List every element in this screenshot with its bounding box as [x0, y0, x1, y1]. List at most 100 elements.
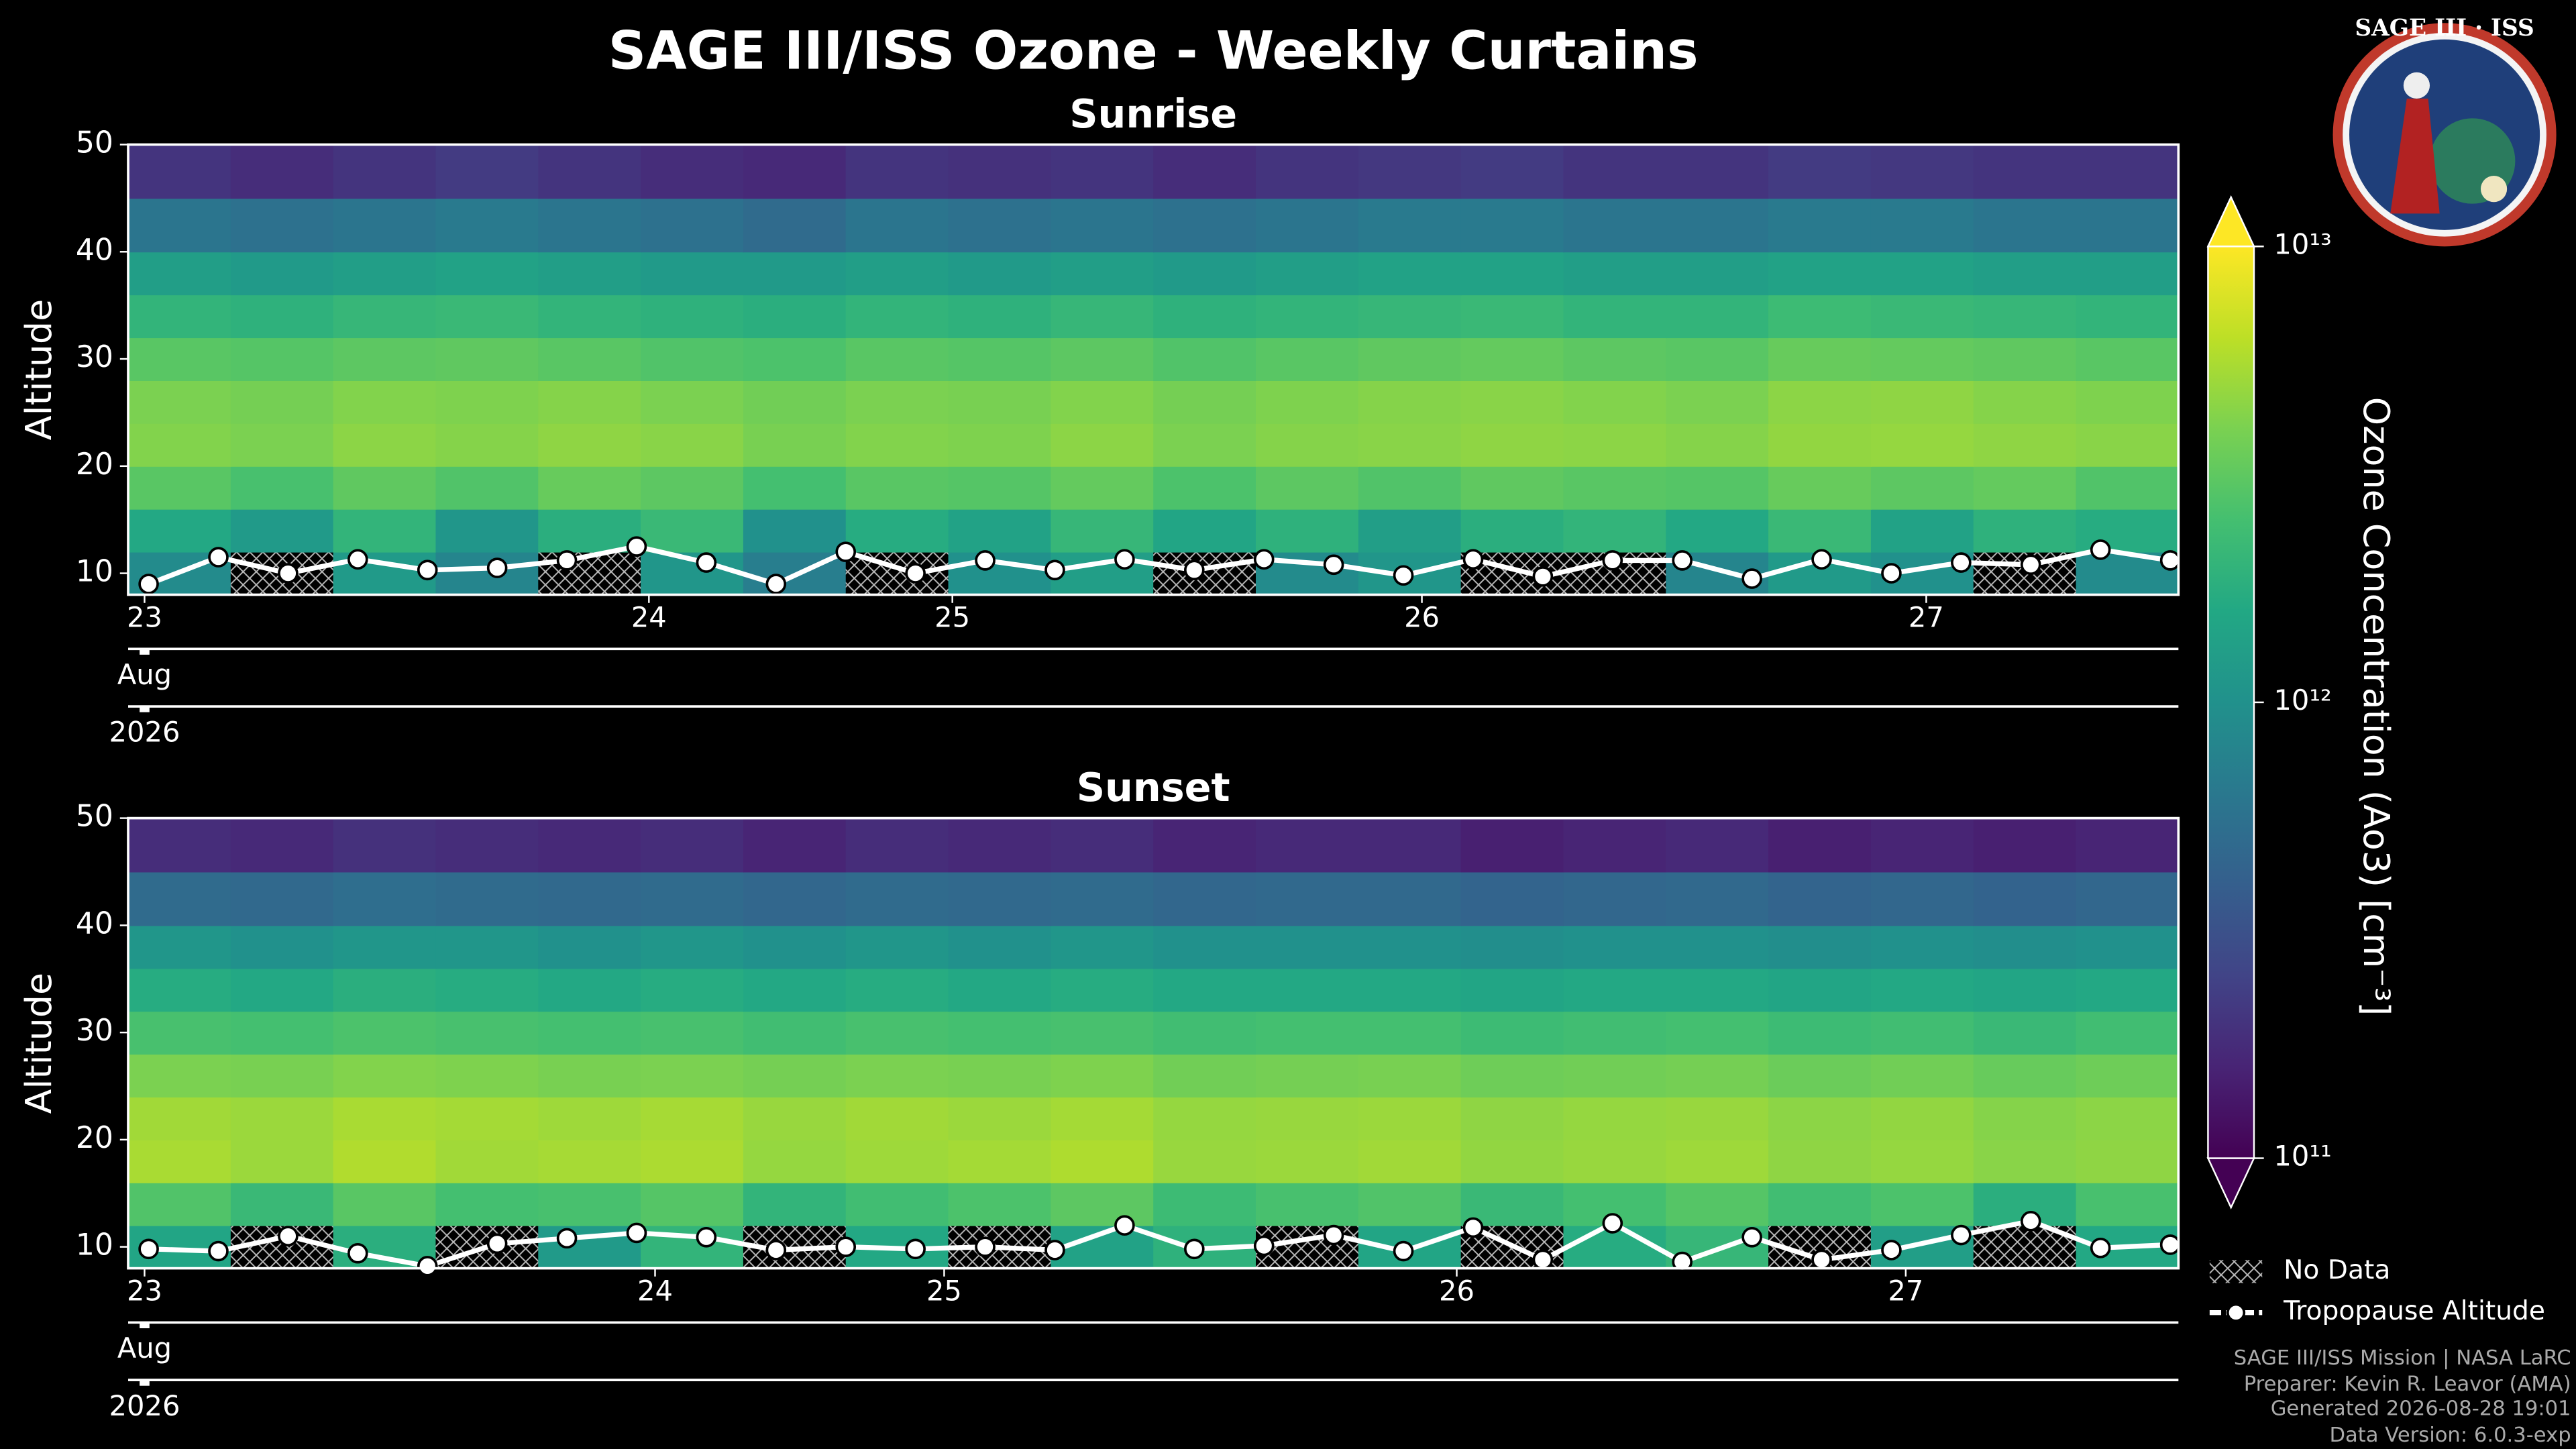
heatmap-cell	[1256, 337, 1359, 381]
heatmap-cell	[333, 294, 437, 339]
legend-swatch	[2226, 1303, 2246, 1322]
heatmap-cell	[948, 198, 1052, 253]
heatmap-cell	[128, 1011, 231, 1055]
heatmap-cell	[435, 252, 539, 296]
heatmap-cell	[1973, 925, 2077, 969]
heatmap-cell	[2076, 294, 2180, 339]
heatmap-cell	[1666, 968, 1770, 1012]
heatmap-cell	[435, 337, 539, 381]
heatmap-cell	[948, 551, 1052, 596]
heatmap-cell	[1358, 466, 1462, 510]
heatmap-cell	[641, 968, 744, 1012]
heatmap-cell	[2076, 1139, 2180, 1183]
heatmap-cell	[2076, 198, 2180, 253]
heatmap-cell	[2076, 925, 2180, 969]
heatmap-cell	[1666, 466, 1770, 510]
heatmap-cell	[743, 968, 847, 1012]
heatmap-cell	[845, 1139, 949, 1183]
heatmap-cell	[641, 380, 744, 424]
tropopause-point	[2159, 550, 2181, 571]
heatmap-cell	[1051, 1096, 1155, 1140]
heatmap-cell	[1973, 508, 2077, 553]
heatmap-cell	[435, 1139, 539, 1183]
heatmap-cell	[230, 337, 334, 381]
heatmap-cell	[1051, 423, 1155, 467]
heatmap-cell	[1563, 925, 1667, 969]
heatmap-cell	[1563, 818, 1667, 873]
tropopause-point	[347, 549, 368, 570]
heatmap-cell	[128, 871, 231, 926]
logo-title: SAGE III · ISS	[2355, 15, 2534, 42]
heatmap-cell	[230, 871, 334, 926]
x-tick-label: 24	[637, 1274, 673, 1307]
heatmap-cell	[1153, 1096, 1256, 1140]
heatmap-cell	[333, 1139, 437, 1183]
heatmap-cell	[1563, 423, 1667, 467]
heatmap-cell	[1563, 144, 1667, 199]
x-tick-label: 26	[1439, 1274, 1474, 1307]
heatmap-cell	[845, 380, 949, 424]
tropopause-point	[1114, 1215, 1135, 1236]
heatmap-cell	[1870, 144, 1974, 199]
heatmap-cell	[1256, 423, 1359, 467]
heatmap-cell	[743, 337, 847, 381]
heatmap-cell	[333, 1096, 437, 1140]
heatmap-cell	[641, 1139, 744, 1183]
tropopause-point	[1323, 554, 1344, 576]
heatmap-cell	[743, 144, 847, 199]
heatmap-cell	[845, 1011, 949, 1055]
heatmap-cell	[1358, 1096, 1462, 1140]
heatmap-cell	[1256, 1139, 1359, 1183]
heatmap-cell	[1358, 1011, 1462, 1055]
tropopause-point	[486, 1233, 508, 1254]
heatmap-cell	[641, 1182, 744, 1226]
heatmap-cell	[1256, 1182, 1359, 1226]
heatmap-cell	[538, 1182, 642, 1226]
heatmap-cell	[743, 508, 847, 553]
heatmap-cell	[230, 1182, 334, 1226]
heatmap-cell	[1358, 818, 1462, 873]
logo-figure	[2390, 98, 2440, 214]
heatmap-cell	[2076, 1182, 2180, 1226]
tropopause-point	[1672, 550, 1693, 571]
heatmap-cell	[1358, 1054, 1462, 1097]
heatmap-cell	[1358, 508, 1462, 553]
colorbar-tick-label: 10¹²	[2273, 684, 2331, 716]
heatmap-cell	[1153, 423, 1256, 467]
heatmap-cell	[1768, 1139, 1872, 1183]
sub-axis-label: Aug	[117, 658, 172, 691]
heatmap-cell	[435, 466, 539, 510]
y-tick-label: 20	[76, 1121, 113, 1155]
heatmap-cell	[641, 198, 744, 253]
heatmap-cell	[230, 380, 334, 424]
heatmap-cell	[743, 466, 847, 510]
heatmap-cell	[230, 1054, 334, 1097]
heatmap-cell	[948, 252, 1052, 296]
heatmap-cell	[435, 1054, 539, 1097]
heatmap-cell	[1358, 423, 1462, 467]
tropopause-point	[1044, 559, 1065, 581]
tropopause-point	[278, 563, 299, 584]
heatmap-cell	[1256, 144, 1359, 199]
tropopause-point	[1184, 559, 1205, 581]
legend: No Data Tropopause Altitude	[2209, 1255, 2545, 1326]
heatmap-cell	[1153, 925, 1256, 969]
heatmap-cell	[1051, 252, 1155, 296]
heatmap-cell	[2076, 818, 2180, 873]
heatmap-cell	[948, 968, 1052, 1012]
heatmap-cell	[538, 337, 642, 381]
heatmap-cell	[1666, 1054, 1770, 1097]
heatmap-cell	[845, 423, 949, 467]
heatmap-cell	[641, 871, 744, 926]
heatmap-cell	[1051, 1054, 1155, 1097]
heatmap-cell	[1460, 1054, 1564, 1097]
x-tick-label: 23	[127, 1274, 162, 1307]
heatmap-cell	[845, 508, 949, 553]
heatmap-cell	[1666, 252, 1770, 296]
heatmap-cell	[641, 818, 744, 873]
heatmap-cell	[128, 508, 231, 553]
heatmap-cell	[230, 818, 334, 873]
colorbar-body	[2207, 246, 2255, 1159]
heatmap-cell	[948, 871, 1052, 926]
heatmap-cell	[948, 337, 1052, 381]
